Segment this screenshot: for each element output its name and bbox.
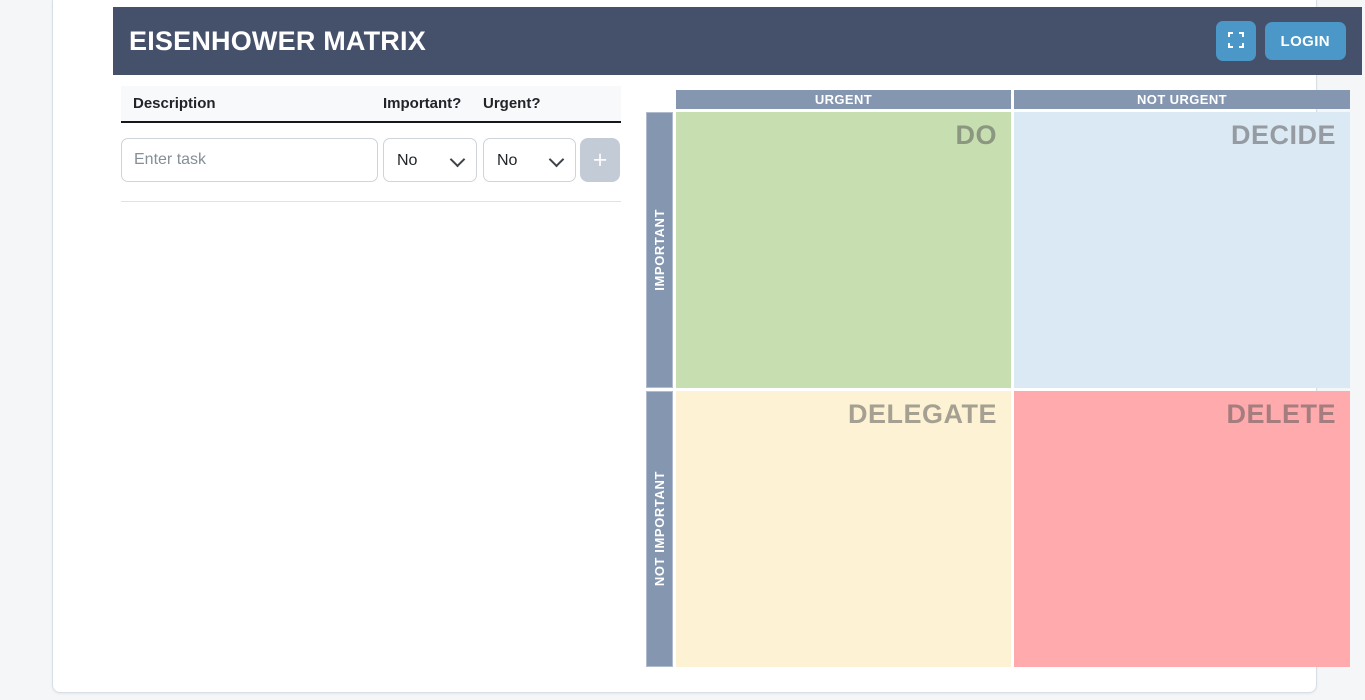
row-header-important-label: IMPORTANT [652, 209, 667, 291]
quadrant-delegate[interactable]: DELEGATE [676, 391, 1011, 667]
important-select[interactable]: No [383, 138, 477, 182]
quadrant-delete[interactable]: DELETE [1014, 391, 1350, 667]
urgent-select-wrapper: No [483, 138, 576, 182]
add-task-button[interactable]: + [580, 138, 620, 182]
eisenhower-matrix: URGENT NOT URGENT IMPORTANT DO DECIDE NO… [646, 90, 1350, 667]
task-list-divider [121, 201, 621, 202]
column-header-urgent: Urgent? [483, 95, 541, 112]
app-header-bar: EISENHOWER MATRIX LOGIN [113, 7, 1362, 75]
task-table-header-row: Description Important? Urgent? [121, 86, 621, 123]
quadrant-do[interactable]: DO [676, 112, 1011, 388]
new-task-row: No No + [121, 138, 621, 182]
quadrant-decide-label: DECIDE [1230, 120, 1336, 150]
quadrant-decide[interactable]: DECIDE [1014, 112, 1350, 388]
quadrant-delete-label: DELETE [1226, 399, 1336, 429]
task-table: Description Important? Urgent? No No + [121, 86, 621, 202]
column-header-not-urgent-axis: NOT URGENT [1014, 90, 1350, 109]
app-card: EISENHOWER MATRIX LOGIN Description Impo… [52, 0, 1362, 693]
row-header-not-important-axis: NOT IMPORTANT [646, 391, 673, 667]
task-description-input[interactable] [121, 138, 378, 182]
matrix-corner-spacer [646, 90, 673, 109]
urgent-select[interactable]: No [483, 138, 576, 182]
column-header-urgent-axis: URGENT [676, 90, 1011, 109]
important-select-wrapper: No [383, 138, 477, 182]
fullscreen-expand-icon [1227, 31, 1245, 52]
column-header-description: Description [133, 95, 216, 112]
row-header-not-important-label: NOT IMPORTANT [652, 471, 667, 587]
fullscreen-button[interactable] [1215, 21, 1256, 61]
quadrant-do-label: DO [955, 120, 997, 150]
page-title: EISENHOWER MATRIX [129, 25, 426, 56]
login-button[interactable]: LOGIN [1264, 22, 1346, 60]
column-header-important: Important? [383, 95, 462, 112]
row-header-important-axis: IMPORTANT [646, 112, 673, 388]
quadrant-delegate-label: DELEGATE [847, 399, 997, 429]
